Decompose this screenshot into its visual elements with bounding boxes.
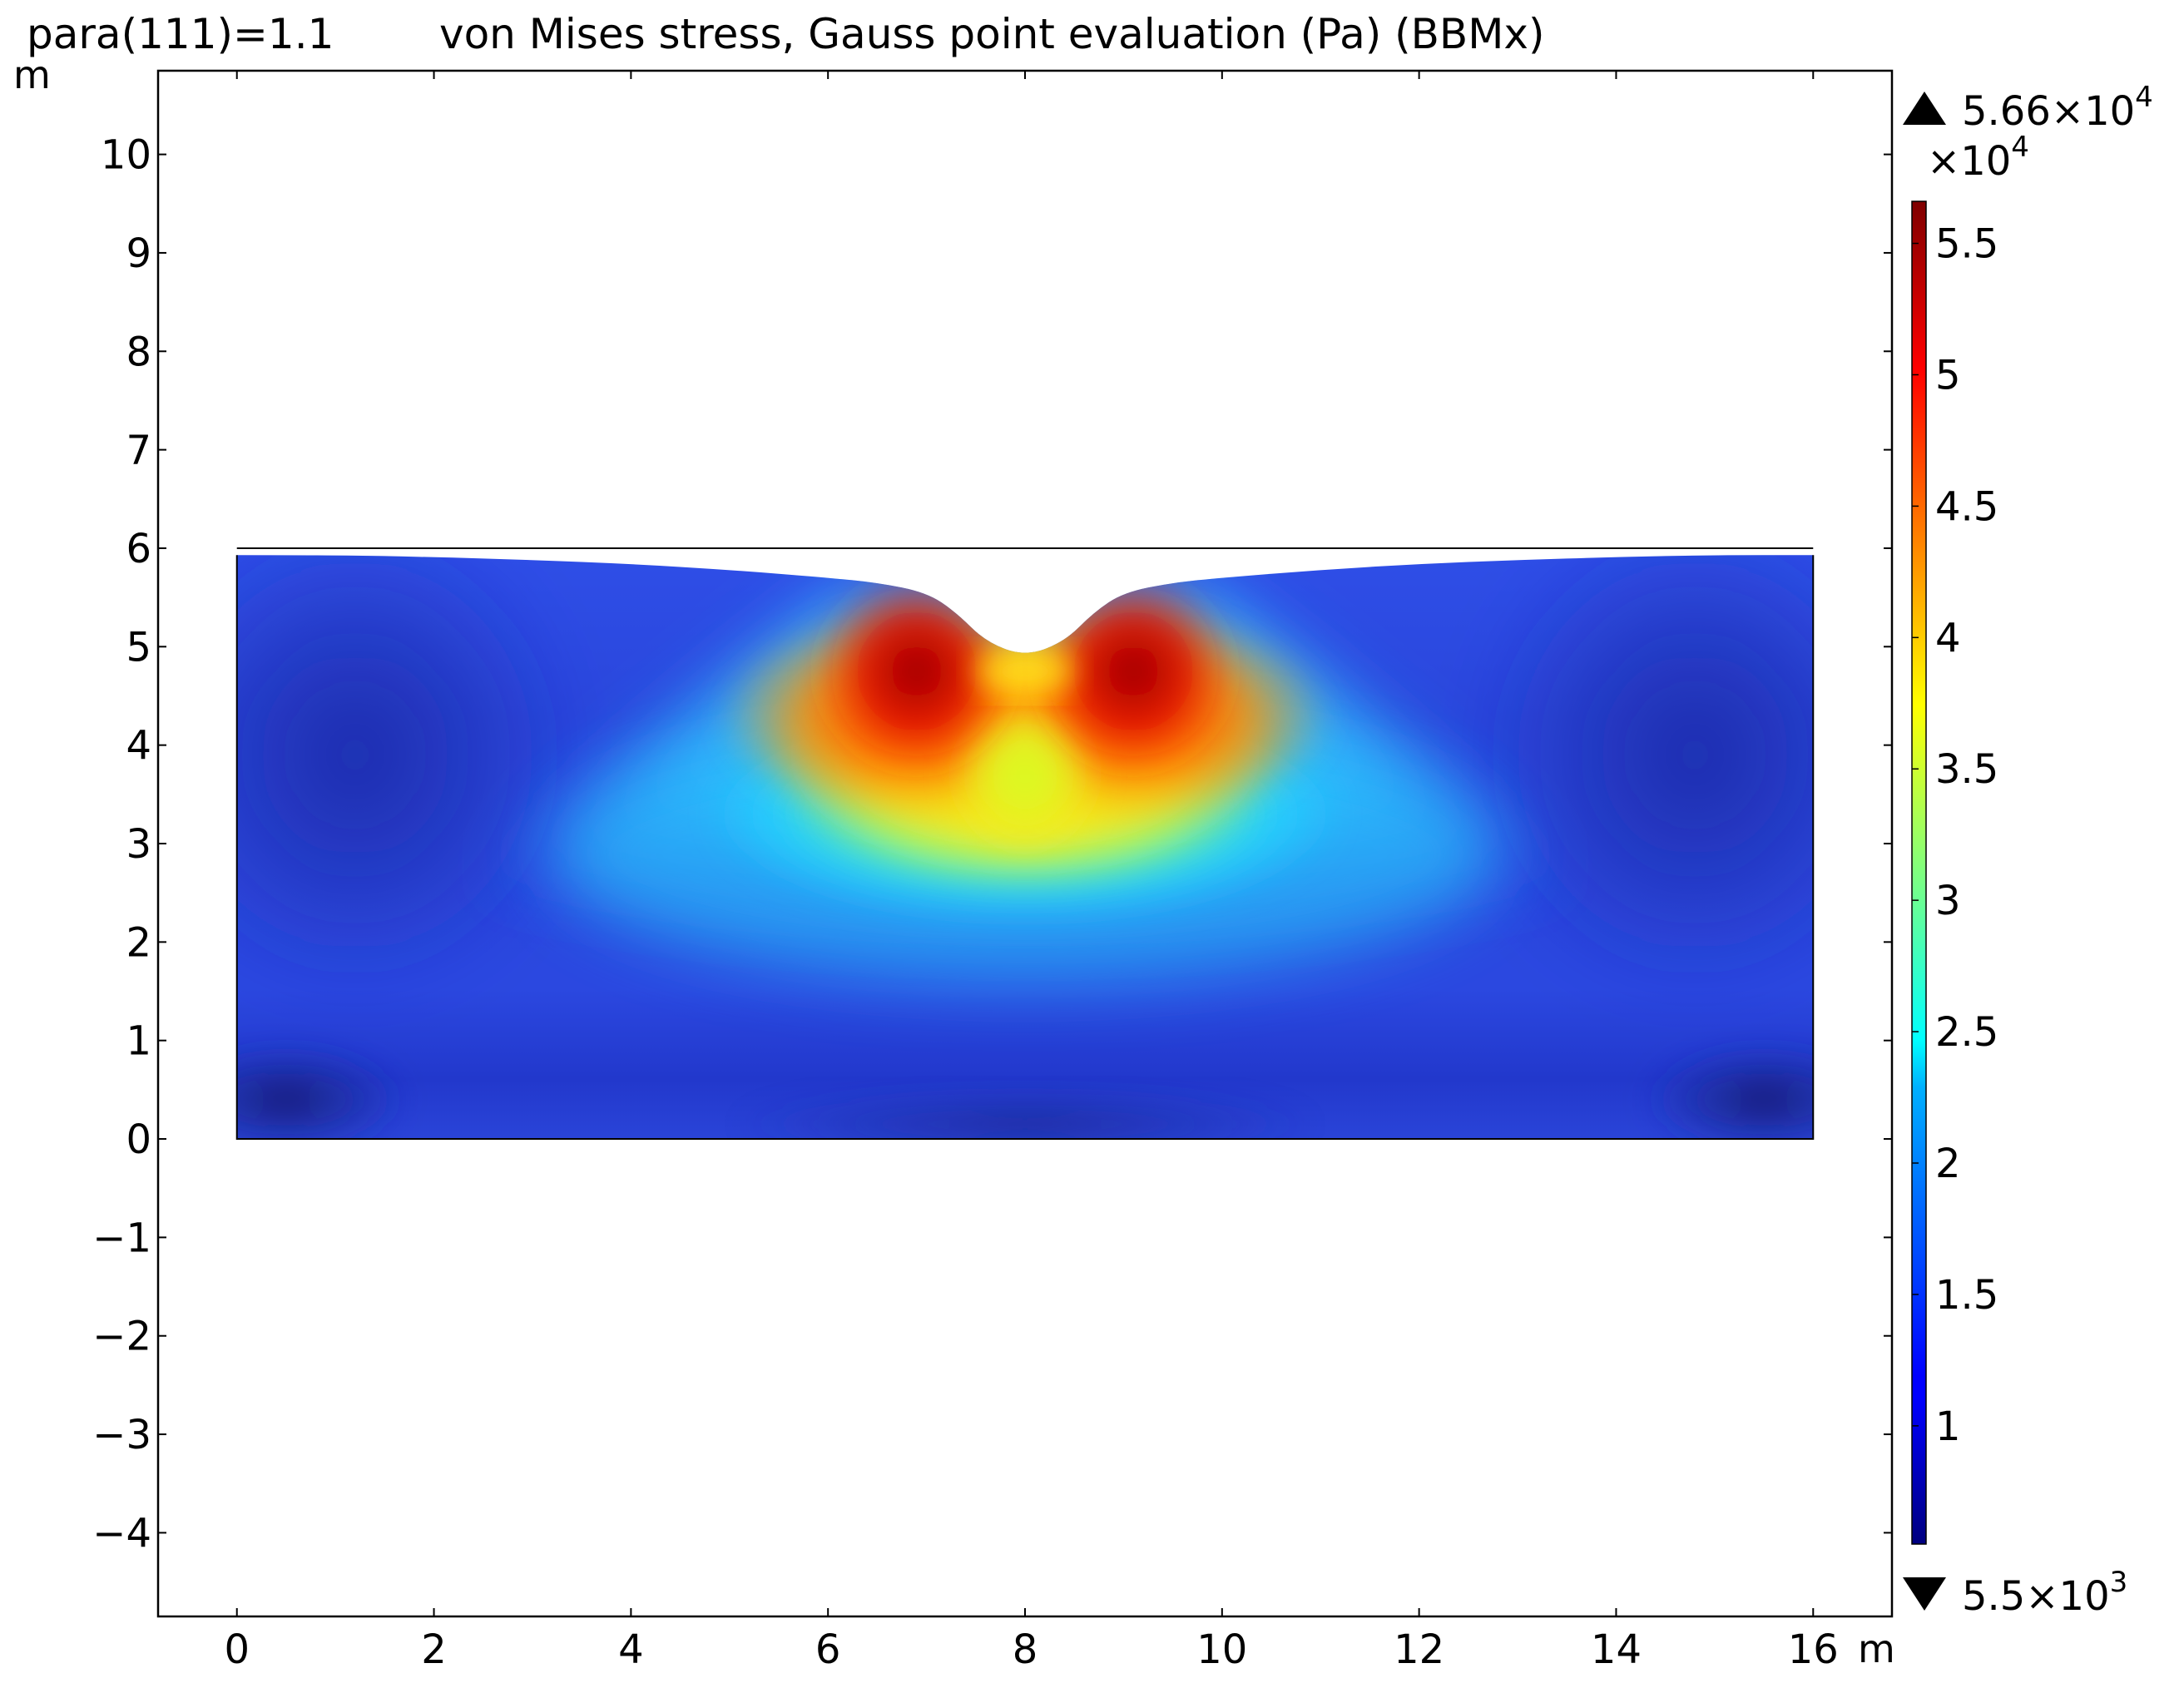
y-tick-label: 3 <box>126 821 151 868</box>
colorbar-tick-label: 5.5 <box>1935 221 1998 268</box>
y-axis: −4 −3 −2 −1 0 1 2 3 4 5 6 7 8 9 10 <box>92 132 1892 1557</box>
stress-low-corner <box>729 1089 1321 1140</box>
stress-notch-ring <box>975 646 1075 696</box>
colorbar-multiplier: ×104 <box>1927 131 2029 185</box>
colorbar-tick-label: 2 <box>1935 1141 1961 1187</box>
y-tick-label: −3 <box>92 1412 151 1458</box>
x-axis: 0 2 4 6 8 10 12 14 16 <box>224 71 1839 1673</box>
y-tick-label: 4 <box>126 723 151 770</box>
y-tick-label: 0 <box>126 1116 151 1163</box>
x-tick-label: 10 <box>1196 1626 1247 1673</box>
stress-low-corner <box>1645 1045 1814 1140</box>
y-tick-label: 6 <box>126 526 151 572</box>
colorbar-tick-label: 2.5 <box>1935 1009 1998 1056</box>
plot-title: von Mises stress, Gauss point evaluation… <box>439 10 1544 58</box>
x-tick-label: 12 <box>1394 1626 1444 1673</box>
colorbar-tick-label: 3 <box>1935 878 1961 924</box>
y-tick-label: 1 <box>126 1018 151 1065</box>
min-value-arrow-icon <box>1903 1577 1946 1611</box>
colorbar-max-label: 5.66×104 <box>1962 81 2153 135</box>
parameter-label: para(111)=1.1 <box>27 10 334 58</box>
stress-low-zone <box>236 555 572 992</box>
colorbar-tick-label: 3.5 <box>1935 746 1998 793</box>
y-tick-label: 2 <box>126 919 151 966</box>
x-tick-label: 14 <box>1591 1626 1642 1673</box>
y-tick-label: 5 <box>126 624 151 671</box>
domain-outline <box>235 555 1815 1141</box>
x-tick-label: 0 <box>224 1626 250 1673</box>
colorbar-strip <box>1911 200 1927 1545</box>
y-axis-unit: m <box>13 52 51 97</box>
colorbar-tick-label: 1.5 <box>1935 1272 1998 1319</box>
y-tick-label: −2 <box>92 1314 151 1360</box>
y-tick-label: 8 <box>126 329 151 375</box>
y-tick-label: −4 <box>92 1510 151 1557</box>
x-tick-label: 2 <box>421 1626 447 1673</box>
stress-low-zone <box>1478 555 1814 992</box>
colorbar-tick-label: 4.5 <box>1935 483 1998 530</box>
y-tick-label: 10 <box>101 132 151 179</box>
x-tick-label: 4 <box>618 1626 644 1673</box>
colorbar-tick-label: 1 <box>1935 1403 1961 1450</box>
colorbar-tick-label: 4 <box>1935 615 1961 661</box>
colorbar-min-label: 5.5×103 <box>1962 1566 2127 1620</box>
y-tick-label: 7 <box>126 428 151 474</box>
y-tick-label: 9 <box>126 230 151 277</box>
max-value-arrow-icon <box>1903 92 1946 125</box>
colorbar: 5.66×104 ×104 1 1.5 2 2.5 3 3.5 4 4.5 5 5.5 5.5×1… <box>1903 81 2153 1620</box>
x-tick-label: 16 <box>1788 1626 1839 1673</box>
y-tick-label: −1 <box>92 1215 151 1261</box>
stress-heatmap <box>236 555 1814 1140</box>
x-tick-label: 6 <box>815 1626 841 1673</box>
stress-low-corner <box>236 1045 405 1140</box>
x-axis-unit: m <box>1858 1626 1895 1671</box>
x-tick-label: 8 <box>1013 1626 1038 1673</box>
colorbar-tick-label: 5 <box>1935 352 1961 398</box>
